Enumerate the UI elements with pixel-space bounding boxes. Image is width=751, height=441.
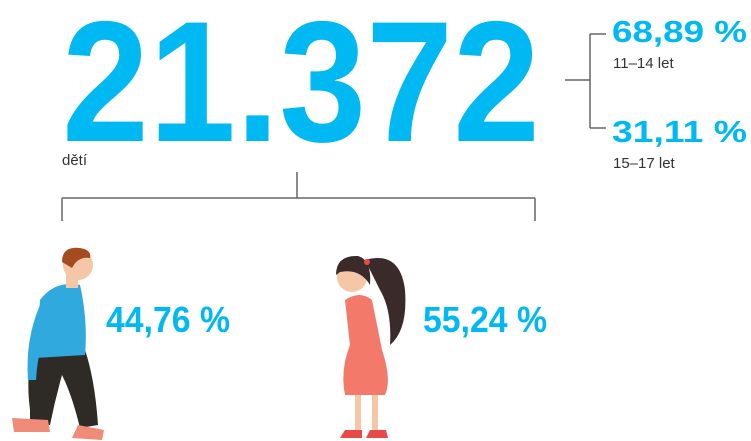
- total-label: dětí: [62, 152, 88, 169]
- age-bracket: [565, 34, 606, 128]
- age-label: 15–17 let: [613, 155, 676, 172]
- bracket-lines: [565, 34, 606, 128]
- boy-figure: [12, 248, 104, 440]
- total-number: 21.372: [62, 0, 540, 178]
- age-percent: 31,11 %: [612, 114, 747, 149]
- gender-percent: 44,76 %: [106, 299, 230, 340]
- infographic: 21.372 dětí 68,89 % 11–14 let 31,11 % 15…: [0, 0, 751, 441]
- gender-percent: 55,24 %: [423, 299, 547, 340]
- page: 21.372 dětí 68,89 % 11–14 let 31,11 % 15…: [0, 0, 751, 441]
- gender-bracket: [62, 172, 535, 221]
- girl-figure: [336, 256, 405, 438]
- age-percent: 68,89 %: [612, 14, 747, 49]
- age-label: 11–14 let: [613, 55, 674, 72]
